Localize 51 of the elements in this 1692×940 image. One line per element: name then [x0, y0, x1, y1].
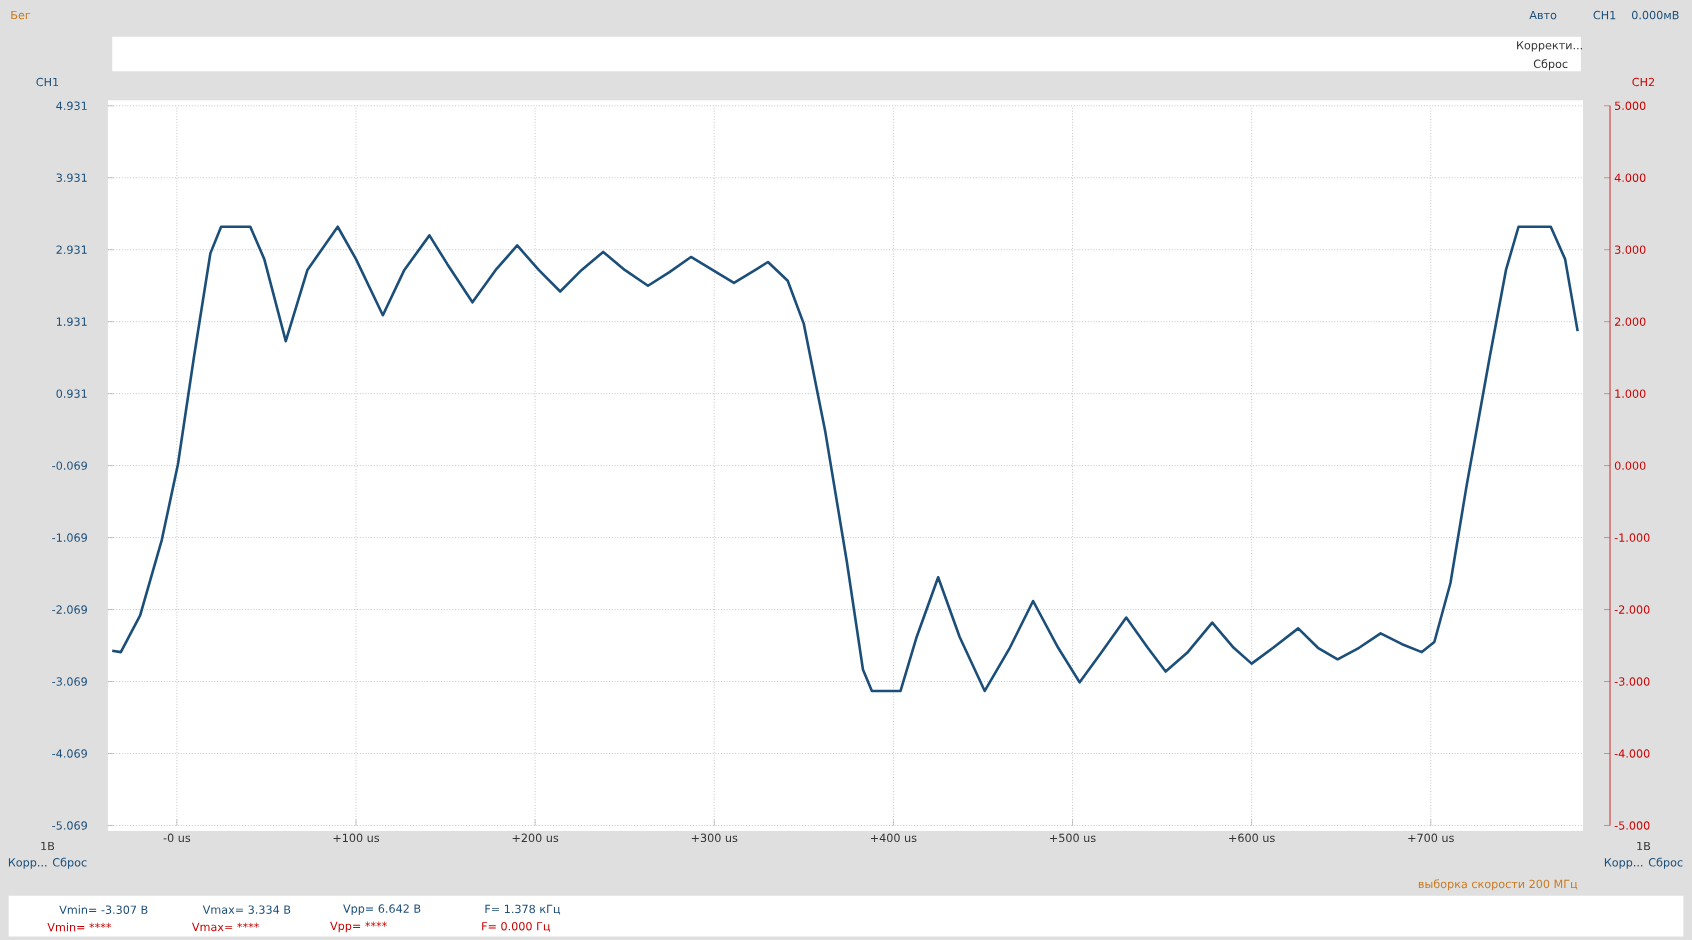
y2-tick-label: 5.000: [1615, 101, 1646, 110]
y-tick-label: -5.069: [52, 821, 87, 830]
text: Vmax= 3.334 В: [202, 905, 291, 914]
y-tick-label: 4.931: [56, 101, 87, 110]
y2-axis-title: CH2: [1632, 77, 1654, 87]
y2-tick-label: 0.000: [1614, 461, 1646, 470]
text: Vmax= ****: [191, 922, 259, 932]
y-tick-label: -0.069: [52, 461, 87, 470]
text: Корр... Сброс: [1604, 857, 1683, 869]
text: Авто: [1529, 10, 1557, 20]
y2-tick-label: -5.000: [1614, 821, 1650, 830]
text: Vpp= ****: [330, 921, 387, 933]
y2-tick-label: -2.000: [1614, 605, 1650, 614]
text: F= 0.000 Гц: [482, 921, 551, 932]
x-tick-label: +500 us: [1050, 833, 1096, 843]
text: 1В: [1637, 841, 1651, 851]
y-tick-label: 3.931: [56, 173, 87, 182]
x-tick-label: +200 us: [512, 833, 559, 843]
y2-tick-label: -3.000: [1614, 677, 1650, 686]
y2-tick-label: -4.000: [1614, 749, 1650, 758]
y2-tick-label: -1.000: [1614, 533, 1650, 542]
x-tick-label: +100 us: [333, 833, 380, 843]
text: Vmin= ****: [47, 922, 112, 932]
y-axis-title: CH1: [36, 77, 59, 87]
text: Vmin= -3.307 В: [59, 905, 148, 914]
text: 0.000мВ: [1631, 10, 1679, 20]
y2-tick-label: 2.000: [1614, 317, 1646, 326]
y-tick-label: 2.931: [56, 245, 87, 254]
y-tick-label: -2.069: [52, 605, 87, 614]
y2-tick-label: 1.000: [1615, 389, 1646, 398]
x-tick-label: +700 us: [1408, 833, 1454, 843]
x-tick-label: +600 us: [1229, 833, 1275, 843]
y-tick-label: 0.931: [56, 389, 87, 398]
x-tick-label: +400 us: [870, 833, 917, 843]
text: выборка скорости 200 МГц: [1418, 879, 1578, 891]
x-tick-label: -0 us: [163, 833, 191, 843]
text: Vpp= 6.642 В: [343, 904, 421, 915]
x-tick-label: +300 us: [691, 833, 738, 843]
text: Бег: [11, 10, 31, 20]
y2-tick-label: 3.000: [1615, 245, 1646, 254]
y-tick-label: -1.069: [52, 533, 87, 542]
y-tick-label: -3.069: [52, 677, 87, 686]
text: Сброс: [1533, 59, 1568, 71]
text: Корр... Сброс: [8, 857, 87, 869]
text: F= 1.378 кГц: [485, 904, 561, 915]
y-tick-label: 1.931: [56, 317, 87, 326]
text: 1В: [41, 841, 55, 851]
y2-tick-label: 4.000: [1614, 173, 1646, 182]
text: CH1: [1593, 10, 1616, 20]
text: Корректи...: [1517, 41, 1582, 52]
y-tick-label: -4.069: [52, 749, 87, 758]
